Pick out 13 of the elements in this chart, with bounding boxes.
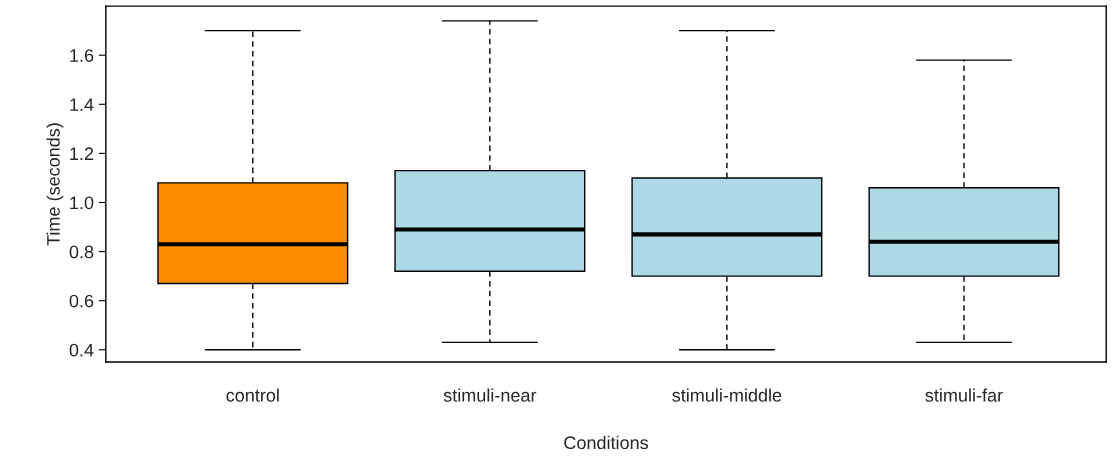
y-tick-label: 1.4 <box>70 98 94 111</box>
x-tick-label: stimuli-middle <box>672 388 782 402</box>
y-tick-label: 1.2 <box>70 147 94 160</box>
y-tick-label: 1.6 <box>70 49 94 62</box>
x-tick-label: stimuli-near <box>443 388 537 402</box>
y-tick-label: 0.8 <box>69 245 94 259</box>
y-axis-title: Time (seconds) <box>46 123 64 246</box>
x-axis-title: Conditions <box>564 435 649 450</box>
y-tick-label: 1.0 <box>70 196 94 210</box>
y-tick-label: 0.4 <box>69 343 94 357</box>
x-tick-label: control <box>226 388 279 402</box>
y-tick-label: 0.6 <box>69 294 94 308</box>
x-tick-label: stimuli-far <box>925 388 1003 402</box>
